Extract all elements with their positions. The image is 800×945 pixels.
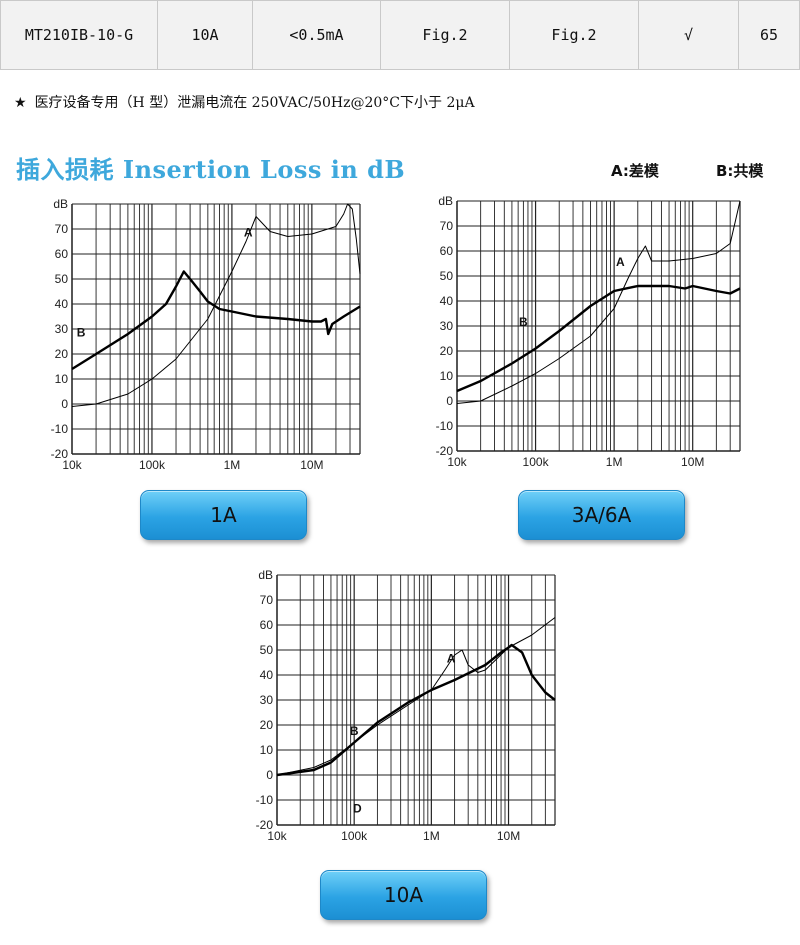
series-b-line — [276, 643, 556, 777]
x-tick-label: 1M — [606, 455, 623, 469]
leakage-note: ★ 医疗设备专用（H 型）泄漏电流在 250VAC/50Hz@20°C下小于 2μ… — [14, 92, 475, 112]
x-tick-label: 10M — [681, 455, 704, 469]
y-tick-label: 20 — [260, 718, 274, 732]
y-tick-label: 70 — [260, 593, 274, 607]
x-tick-label: 10M — [497, 829, 520, 843]
y-tick-label: 50 — [440, 269, 454, 283]
y-tick-label: 0 — [266, 768, 273, 782]
y-tick-label: 30 — [55, 322, 69, 336]
x-tick-label: 1M — [224, 458, 241, 472]
chart-3a-6a: -20 -10 0 10 20 30 40 50 60 70 dB 10k 100k 1M 10M A B — [436, 194, 741, 469]
x-tick-label: 10k — [447, 455, 467, 469]
star-icon: ★ — [14, 95, 27, 111]
section-title: 插入损耗 Insertion Loss in dB — [16, 155, 406, 184]
x-tick-label: 100k — [139, 458, 166, 472]
series-b-label: B — [350, 724, 359, 738]
y-tick-label: 50 — [260, 643, 274, 657]
x-tick-label: 10k — [62, 458, 82, 472]
series-a-line — [276, 617, 556, 776]
button-3a-6a[interactable]: 3A/6A — [518, 490, 685, 540]
series-a-label: A — [447, 652, 456, 666]
series-a-label: A — [244, 226, 253, 240]
fig-cell-1: Fig.2 — [380, 0, 510, 70]
y-tick-label: 70 — [55, 222, 69, 236]
x-tick-label: 10M — [300, 458, 323, 472]
y-tick-label: 40 — [260, 668, 274, 682]
leakage-cell: <0.5mA — [252, 0, 381, 70]
y-tick-label: 40 — [55, 297, 69, 311]
y-tick-label: 70 — [440, 219, 454, 233]
annotation-label: D — [353, 802, 362, 816]
button-1a[interactable]: 1A — [140, 490, 307, 540]
y-tick-label: -10 — [51, 422, 69, 436]
series-b-label: B — [77, 326, 86, 340]
y-unit-label: dB — [258, 568, 273, 582]
y-tick-label: 30 — [440, 319, 454, 333]
series-a-line — [456, 200, 741, 404]
y-tick-label: 0 — [446, 394, 453, 408]
note-text: 医疗设备专用（H 型）泄漏电流在 250VAC/50Hz@20°C下小于 2μA — [34, 95, 475, 111]
fig-cell-2: Fig.2 — [509, 0, 639, 70]
series-a-line — [71, 203, 361, 407]
y-unit-label: dB — [53, 197, 68, 211]
series-b-label: B — [519, 315, 528, 329]
spec-table: MT210IB-10-G 10A <0.5mA Fig.2 Fig.2 √ 65 — [0, 0, 800, 70]
y-tick-label: -10 — [256, 793, 274, 807]
series-b-line — [456, 284, 741, 393]
x-tick-label: 100k — [523, 455, 550, 469]
x-tick-label: 100k — [341, 829, 368, 843]
y-tick-label: 20 — [55, 347, 69, 361]
current-cell: 10A — [157, 0, 253, 70]
y-tick-label: 50 — [55, 272, 69, 286]
y-tick-label: 10 — [55, 372, 69, 386]
spec-row: MT210IB-10-G 10A <0.5mA Fig.2 Fig.2 √ 65 — [0, 0, 800, 70]
legend-common-mode: B:共模 — [716, 162, 764, 180]
check-cell: √ — [638, 0, 739, 70]
y-tick-label: 60 — [440, 244, 454, 258]
y-unit-label: dB — [438, 194, 453, 208]
chart-1a: -20 -10 0 10 20 30 40 50 60 70 dB 10k 100k 1M 10M A B — [51, 197, 361, 472]
y-tick-label: 10 — [440, 369, 454, 383]
x-tick-label: 1M — [423, 829, 440, 843]
model-cell: MT210IB-10-G — [0, 0, 158, 70]
y-tick-label: 60 — [55, 247, 69, 261]
series-b-line — [71, 270, 361, 371]
button-10a[interactable]: 10A — [320, 870, 487, 920]
y-tick-label: -20 — [51, 447, 69, 461]
number-cell: 65 — [738, 0, 800, 70]
y-tick-label: 30 — [260, 693, 274, 707]
x-tick-label: 10k — [267, 829, 287, 843]
y-tick-label: 20 — [440, 344, 454, 358]
y-tick-label: 10 — [260, 743, 274, 757]
y-tick-label: -10 — [436, 419, 454, 433]
y-tick-label: 40 — [440, 294, 454, 308]
legend-differential-mode: A:差模 — [611, 162, 659, 180]
y-tick-label: 0 — [61, 397, 68, 411]
y-tick-label: -20 — [256, 818, 274, 832]
series-a-label: A — [616, 255, 625, 269]
chart-10a: -20 -10 0 10 20 30 40 50 60 70 dB 10k 100k 1M 10M A B D — [256, 568, 556, 843]
y-tick-label: 60 — [260, 618, 274, 632]
y-tick-label: -20 — [436, 444, 454, 458]
